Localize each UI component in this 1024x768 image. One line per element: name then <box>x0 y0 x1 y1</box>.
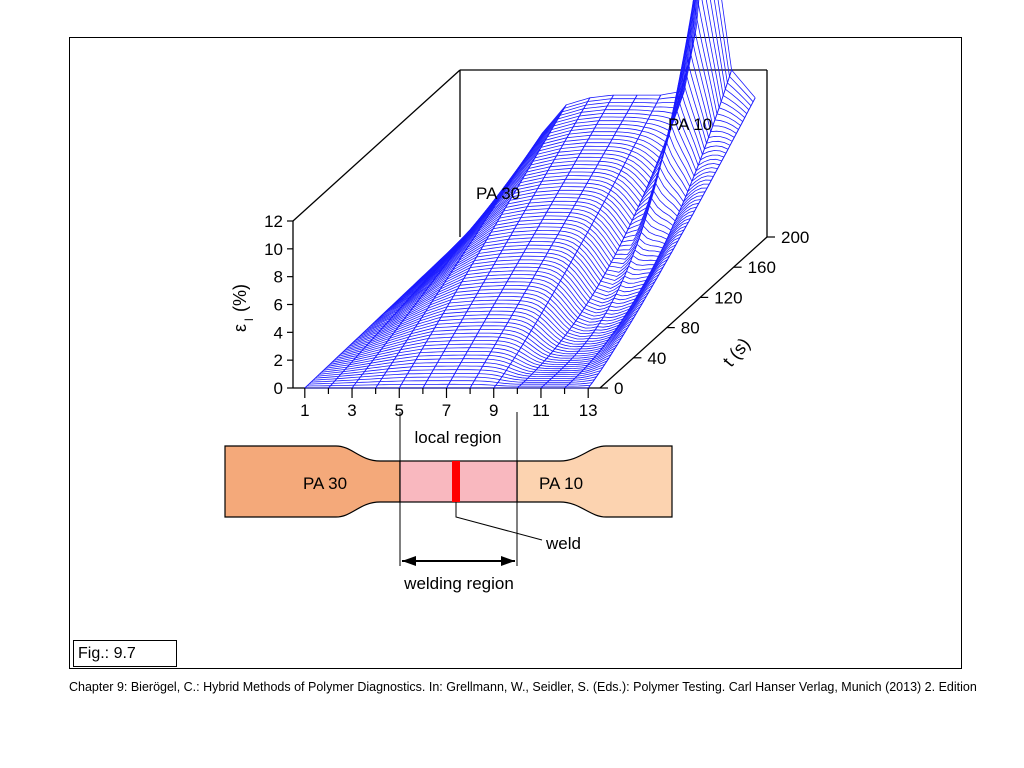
y-axis-label-sub: l <box>242 318 256 321</box>
z-tick-label: 0 <box>614 379 623 398</box>
arrow-head-right <box>501 556 515 566</box>
annotation-pa10: PA 10 <box>668 115 712 134</box>
local-region-label: local region <box>415 428 502 447</box>
weld-leader-line <box>455 502 543 541</box>
z-tick-label: 80 <box>681 319 700 338</box>
x-tick-label: 7 <box>442 401 451 420</box>
y-axis-label: ε l (%) <box>230 284 256 332</box>
surface-position-line-9 <box>516 90 685 389</box>
pa30-label: PA 30 <box>303 474 347 493</box>
z-tick-label: 200 <box>781 228 809 247</box>
arrow-head-left <box>402 556 416 566</box>
x-tick-label: 1 <box>300 401 309 420</box>
x-tick-label: 3 <box>347 401 356 420</box>
x-tick-label: 13 <box>579 401 598 420</box>
figure-caption: Chapter 9: Bierögel, C.: Hybrid Methods … <box>69 680 977 694</box>
z-tick-label: 40 <box>647 349 666 368</box>
x-tick-label: 5 <box>395 401 404 420</box>
y-tick-label: 8 <box>274 268 283 287</box>
surface-position-line-7 <box>469 94 638 389</box>
surface-position-line-6 <box>446 94 614 389</box>
annotation-pa30: PA 30 <box>476 184 520 203</box>
surface-position-line-4 <box>398 104 567 389</box>
z-axis-label: t (s) <box>719 334 754 371</box>
x-tick-label: 11 <box>532 401 550 420</box>
right-depth-axis <box>599 236 768 389</box>
top-left-depth-edge <box>292 69 461 222</box>
y-tick-label: 10 <box>264 240 283 259</box>
surface-position-line-5 <box>422 97 591 389</box>
surface-position-line-11 <box>564 69 733 389</box>
figure-number: Fig.: 9.7 <box>73 640 177 667</box>
y-tick-label: 6 <box>274 296 283 315</box>
y-tick-label: 12 <box>264 212 283 231</box>
y-axis-label-unit: (%) <box>230 284 250 312</box>
z-tick-label: 120 <box>714 288 742 307</box>
pa10-label: PA 10 <box>539 474 583 493</box>
x-tick-label: 9 <box>489 401 498 420</box>
surface-position-line-1 <box>328 201 496 389</box>
surface-position-line-3 <box>375 132 544 389</box>
surface-position-line-12 <box>587 97 756 389</box>
surface-position-line-2 <box>351 167 520 389</box>
strain-surface <box>304 0 756 389</box>
pa10-section <box>516 445 673 518</box>
y-tick-label: 2 <box>274 351 283 370</box>
figure-frame <box>69 37 962 669</box>
surface-position-line-0 <box>304 229 473 389</box>
specimen-diagram: local region PA 30 PA 10 weld welding re… <box>224 412 673 593</box>
z-tick-label: 160 <box>748 258 776 277</box>
y-axis-label-main: ε <box>230 324 250 332</box>
y-tick-label: 4 <box>274 323 283 342</box>
weld-mark <box>452 461 460 502</box>
y-tick-label: 0 <box>274 379 283 398</box>
surface-time-line-71 <box>452 25 737 249</box>
surface-position-line-10 <box>540 0 695 389</box>
surface-position-line-8 <box>493 94 662 389</box>
welding-region-label: welding region <box>403 574 514 593</box>
weld-label: weld <box>545 534 581 553</box>
